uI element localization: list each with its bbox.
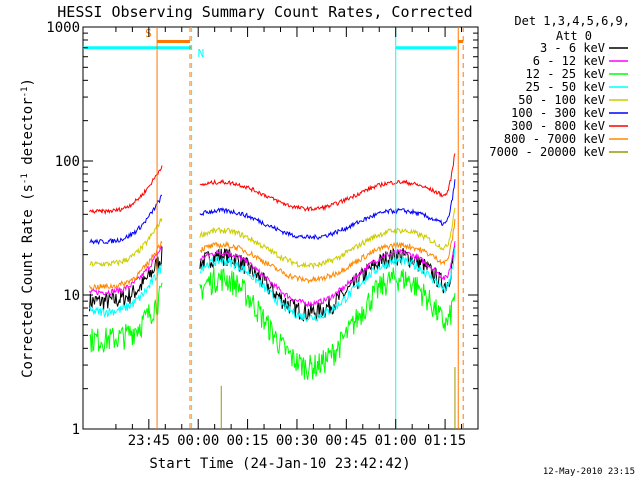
x-tick-label: 00:45	[325, 433, 367, 449]
series-line-pre-1	[89, 245, 163, 296]
x-tick-label: 00:00	[177, 433, 219, 449]
legend-label: 25 - 50 keV	[526, 80, 605, 94]
series-line-5	[199, 179, 456, 240]
series-line-pre-7	[89, 240, 163, 291]
series-line-4	[199, 207, 456, 270]
legend-header-line2: Att 0	[556, 29, 592, 43]
y-tick-label: 1	[72, 422, 80, 438]
series-line-7	[199, 218, 456, 284]
series-line-pre-0	[89, 246, 163, 312]
series-line-1	[199, 241, 456, 308]
legend-label: 300 - 800 keV	[511, 119, 605, 133]
legend-header-line1: Det 1,3,4,5,6,9,	[514, 14, 630, 28]
chart-title: HESSI Observing Summary Count Rates, Cor…	[57, 3, 472, 21]
y-tick-label: 1000	[46, 20, 80, 36]
x-tick-label: 00:15	[227, 433, 269, 449]
x-axis-label: Start Time (24-Jan-10 23:42:42)	[149, 456, 410, 472]
legend-label: 50 - 100 keV	[518, 93, 605, 107]
series-line-pre-5	[89, 194, 163, 245]
series-line-pre-4	[89, 218, 163, 268]
x-tick-label: 01:15	[424, 433, 466, 449]
legend-label: 6 - 12 keV	[533, 54, 605, 68]
legend-label: 3 - 6 keV	[540, 41, 605, 55]
series-line-pre-2	[89, 282, 163, 353]
x-tick-label: 23:45	[128, 433, 170, 449]
y-tick-label: 10	[63, 288, 80, 304]
series-line-pre-6	[89, 165, 163, 216]
y-axis-label: Corrected Count Rate (s-1 detector-1)	[20, 78, 36, 378]
legend-label: 800 - 7000 keV	[504, 132, 605, 146]
night-flag-label: N	[198, 47, 205, 60]
generated-timestamp: 12-May-2010 23:15	[543, 467, 635, 477]
series-line-pre-3	[89, 263, 163, 318]
axis-layer: 23:45 00:00 00:15 00:30 00:45 01:00 01:15 1 10 10…	[46, 20, 479, 449]
series-line-2	[199, 267, 456, 380]
y-tick-label: 100	[55, 154, 80, 170]
series-line-3	[199, 247, 456, 323]
series-layer	[89, 153, 456, 429]
series-line-6	[199, 153, 456, 212]
legend-label: 7000 - 20000 keV	[489, 145, 605, 159]
legend-label: 100 - 300 keV	[511, 106, 605, 120]
plot-frame	[82, 26, 479, 430]
x-tick-label: 01:00	[375, 433, 417, 449]
legend-label: 12 - 25 keV	[526, 67, 605, 81]
x-tick-label: 00:30	[276, 433, 318, 449]
